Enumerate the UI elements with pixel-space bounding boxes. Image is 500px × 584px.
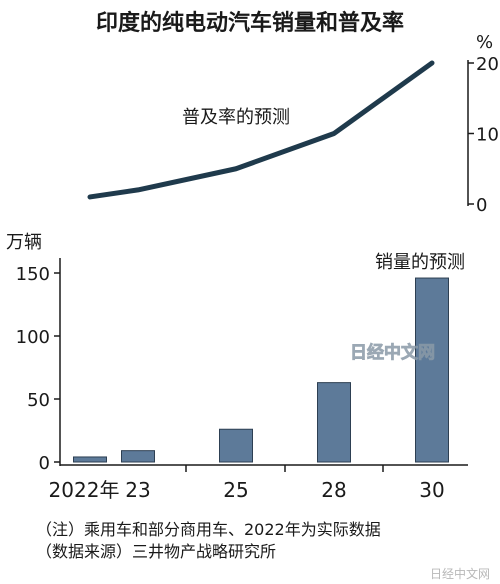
bar-x-tick-label: 30 [419,478,444,502]
line-y-tick-label: 20 [476,54,499,75]
penetration-rate-line [87,60,435,200]
footnote-note: （注）乘用车和部分商用车、2022年为实际数据 [36,520,381,539]
bar-chart-y-ticks: 0 50 100 150 [16,264,60,474]
bar-chart-x-ticks: 2022年 23 25 28 30 [49,465,445,502]
bar-2022 [73,456,107,463]
bar-2030 [415,277,449,463]
bar-y-tick-label: 0 [39,453,50,474]
footnote-source: （数据来源）三井物产战略研究所 [36,542,277,561]
watermark-corner: 日经中文网 [430,566,490,581]
bar-x-tick-label: 23 [125,478,150,502]
bar-2028 [317,382,351,463]
line-chart-y-ticks: 0 10 20 [468,54,499,216]
bar-x-tick-label: 25 [223,478,248,502]
bar-y-tick-label: 50 [27,390,50,411]
chart-title: 印度的纯电动汽车销量和普及率 [96,10,404,36]
sales-forecast-label: 销量的预测 [375,252,465,273]
bar-y-tick-label: 150 [16,264,50,285]
bar-x-tick-label: 28 [321,478,346,502]
watermark: 日经中文网 [350,342,435,363]
line-y-tick-label: 10 [476,125,499,146]
bar-chart-unit: 万辆 [6,232,42,253]
bar-series [73,277,449,463]
bar-x-tick-label: 2022年 [49,478,120,502]
line-chart-unit: % [476,32,493,53]
bar-y-tick-label: 100 [16,327,50,348]
penetration-forecast-label: 普及率的预测 [182,107,290,128]
line-y-tick-label: 0 [476,195,487,216]
bar-2023 [121,450,155,463]
penetration-rate-points [89,62,433,198]
bar-2025 [219,428,253,463]
